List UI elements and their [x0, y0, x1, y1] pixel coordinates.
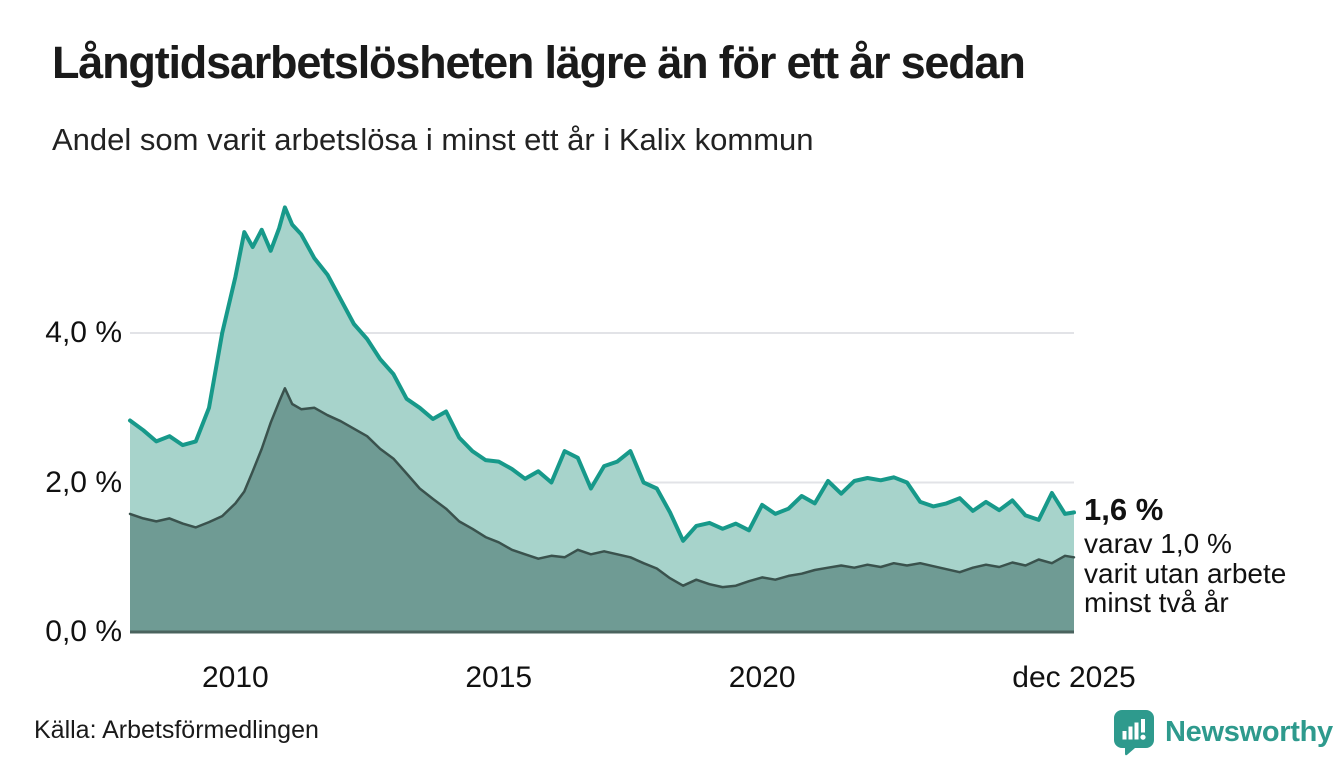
x-tick-2020: 2020 [728, 661, 796, 694]
x-tick-2015: 2015 [465, 661, 533, 694]
end-value-line-3: minst två år [1084, 587, 1229, 618]
page-subtitle: Andel som varit arbetslösa i minst ett å… [52, 122, 814, 157]
area-two-year-unemployed [130, 388, 1074, 632]
end-value-total: 1,6 % [1084, 492, 1164, 527]
end-value-annotation: 1,6 % varav 1,0 % varit utan arbete mins… [1084, 494, 1324, 618]
line-total-unemployed [128, 205, 1076, 543]
brand-logo: Newsworthy [1112, 708, 1333, 756]
newsworthy-icon [1114, 710, 1154, 756]
source-label: Källa: Arbetsförmedlingen [34, 716, 319, 744]
line-two-year-unemployed [128, 387, 1076, 589]
brand-name: Newsworthy [1165, 715, 1333, 748]
end-value-line-1: varav 1,0 % [1084, 528, 1232, 559]
y-tick-2pct: 2,0 % [45, 465, 122, 499]
x-tick-dec-2025: dec 2025 [1012, 661, 1136, 694]
page-title: Långtidsarbetslösheten lägre än för ett … [52, 37, 1026, 88]
x-tick-2010: 2010 [201, 661, 269, 694]
y-tick-0pct: 0,0 % [45, 615, 122, 648]
end-value-line-2: varit utan arbete [1084, 557, 1287, 589]
y-tick-4pct: 4,0 % [45, 316, 122, 349]
